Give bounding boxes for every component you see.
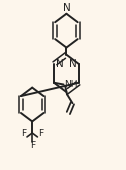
Text: F: F [38,129,43,138]
Text: N: N [56,59,64,69]
Text: N: N [62,3,70,13]
Text: N: N [69,59,76,69]
Text: NH: NH [64,80,78,89]
Text: F: F [30,141,35,150]
Text: F: F [21,129,27,138]
